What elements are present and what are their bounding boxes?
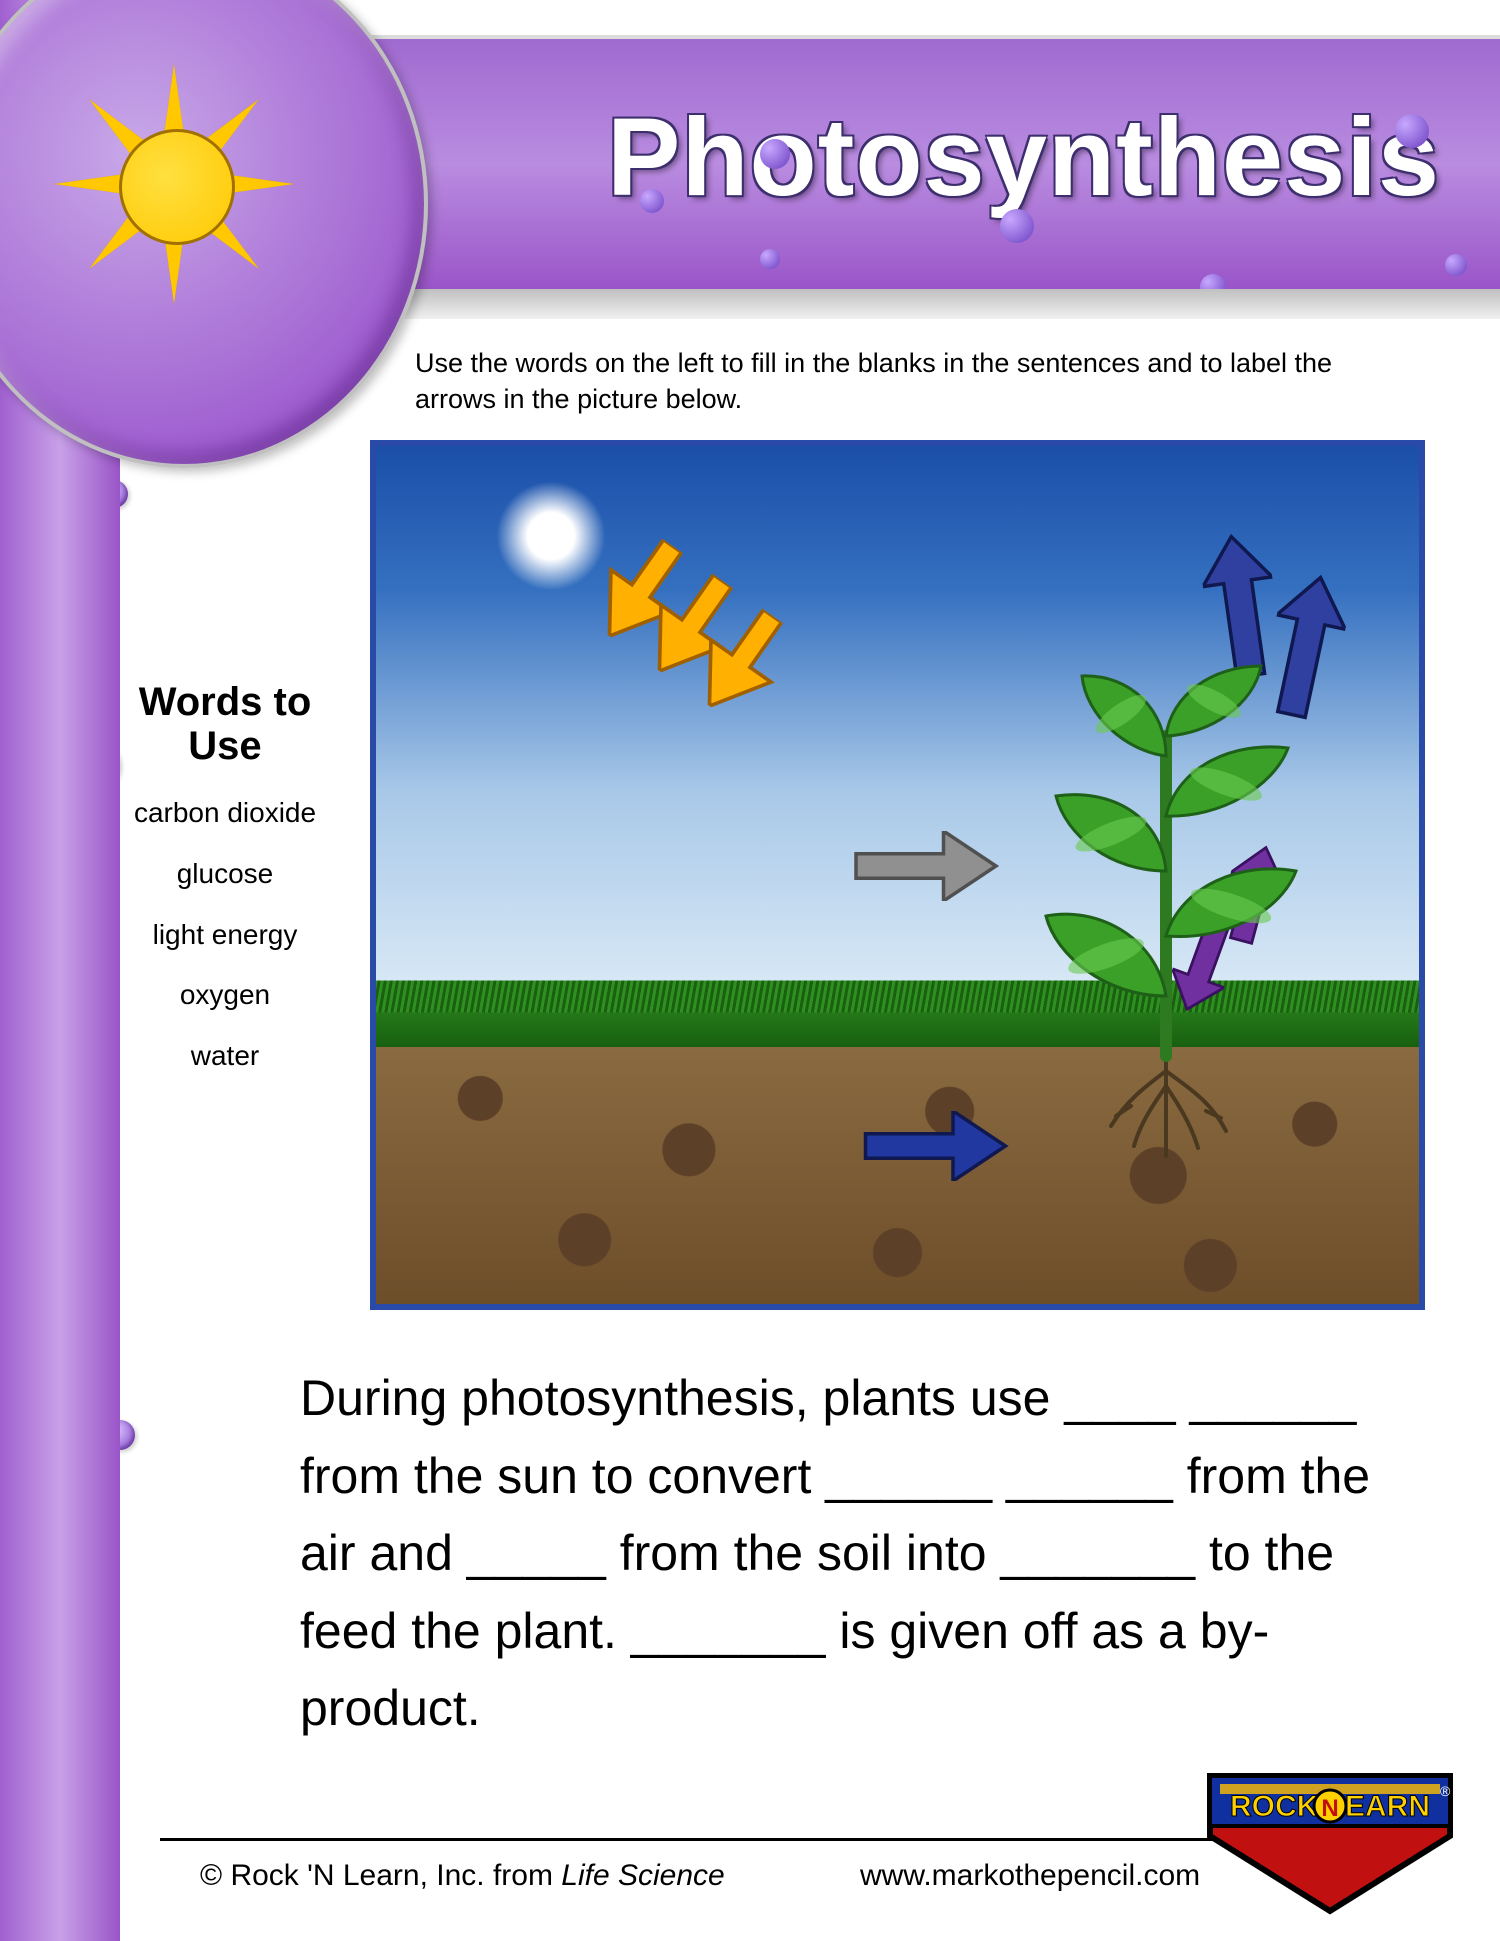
instructions: Use the words on the left to fill in the…	[415, 345, 1365, 418]
word-item: water	[120, 1041, 330, 1072]
fill-in-text: During photosynthesis, plants use ____ _…	[300, 1360, 1420, 1748]
word-item: light energy	[120, 920, 330, 951]
corner-lobe	[0, 0, 428, 468]
header-bubble	[1200, 274, 1226, 300]
words-panel: Words to Use carbon dioxide glucose light …	[120, 680, 330, 1102]
footer-url: www.markothepencil.com	[860, 1859, 1200, 1893]
header-bubble	[760, 249, 780, 269]
words-list: carbon dioxide glucose light energy oxygen w…	[120, 798, 330, 1072]
header-bubble	[1395, 114, 1429, 148]
page-title: Photosynthesis	[607, 94, 1440, 221]
footer-copyright: © Rock 'N Learn, Inc. from Life Science	[200, 1859, 725, 1893]
rock-n-learn-logo: ROCK LEARN N ®	[1200, 1766, 1460, 1916]
co2-arrow	[851, 831, 1001, 901]
header-bubble	[760, 139, 790, 169]
footer-copy: © Rock 'N Learn, Inc. from	[200, 1859, 561, 1892]
diagram	[370, 440, 1425, 1310]
word-item: carbon dioxide	[120, 798, 330, 829]
sun-glow-icon	[496, 481, 606, 591]
svg-text:N: N	[1321, 1795, 1338, 1822]
word-item: oxygen	[120, 980, 330, 1011]
footer-source: Life Science	[561, 1859, 724, 1892]
plant-icon	[1016, 656, 1316, 1136]
header-bubble	[1445, 254, 1467, 276]
water-arrow	[858, 1111, 1013, 1181]
sun-icon	[54, 64, 294, 304]
word-item: glucose	[120, 859, 330, 890]
header-bubble	[1000, 209, 1034, 243]
header-bubble	[640, 189, 664, 213]
svg-text:®: ®	[1440, 1783, 1451, 1799]
words-title: Words to Use	[120, 680, 330, 768]
